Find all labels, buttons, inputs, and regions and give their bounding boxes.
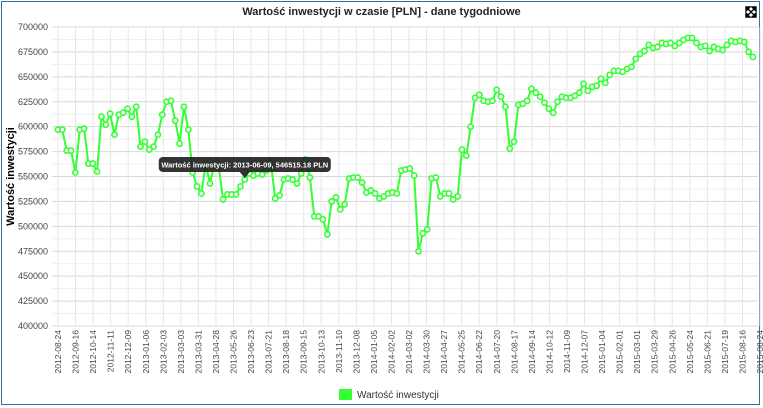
expand-icon[interactable] xyxy=(745,6,757,18)
chart-title: Wartość inwestycji w czasie [PLN] - dane… xyxy=(242,6,521,18)
